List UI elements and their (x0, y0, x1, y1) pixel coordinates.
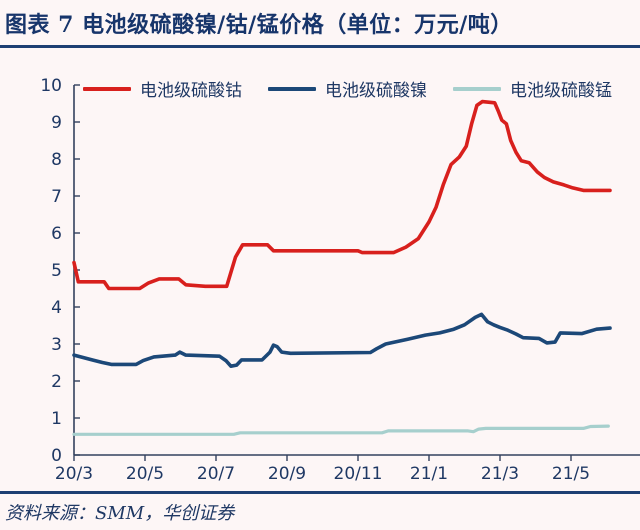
y-tick-label: 9 (51, 113, 62, 133)
y-tick-label: 8 (51, 150, 62, 170)
legend-swatch-nickel (268, 86, 316, 91)
y-tick-label: 3 (51, 335, 62, 355)
y-tick-label: 2 (51, 372, 62, 392)
y-tick-label: 10 (40, 76, 62, 96)
legend-label-manganese: 电池级硫酸锰 (510, 81, 612, 101)
footer-rule (0, 491, 640, 494)
legend-swatch-cobalt (83, 86, 131, 91)
legend-label-nickel: 电池级硫酸镍 (325, 81, 427, 101)
y-tick-label: 1 (51, 409, 62, 429)
x-tick-label: 20/11 (334, 464, 383, 484)
x-tick-label: 21/3 (481, 464, 519, 484)
x-tick-label: 20/7 (197, 464, 235, 484)
legend-item-manganese: 电池级硫酸锰 (453, 76, 612, 101)
y-tick-label: 7 (51, 187, 62, 207)
source-note: 资料来源：SMM，华创证券 (5, 503, 235, 524)
chart-legend: 电池级硫酸钴 电池级硫酸镍 电池级硫酸锰 (83, 76, 612, 101)
title-rule (0, 45, 640, 48)
x-tick-label: 20/3 (55, 464, 93, 484)
series-line-nickel (72, 312, 612, 369)
series-line-cobalt (72, 99, 612, 291)
y-tick-label: 6 (51, 224, 62, 244)
legend-label-cobalt: 电池级硫酸钴 (140, 81, 242, 101)
legend-swatch-manganese (453, 86, 501, 91)
x-tick-label: 21/1 (410, 464, 448, 484)
legend-item-cobalt: 电池级硫酸钴 (83, 76, 242, 101)
y-tick-label: 4 (51, 298, 62, 318)
x-tick-label: 20/9 (268, 464, 306, 484)
x-tick-label: 21/5 (552, 464, 590, 484)
y-tick-label: 0 (51, 446, 62, 466)
y-tick-label: 5 (51, 261, 62, 281)
series-line-manganese (72, 424, 610, 436)
figure-title: 图表 7 电池级硫酸镍/钴/锰价格（单位：万元/吨） (5, 12, 513, 38)
legend-item-nickel: 电池级硫酸镍 (268, 76, 427, 101)
x-tick-label: 20/5 (126, 464, 164, 484)
